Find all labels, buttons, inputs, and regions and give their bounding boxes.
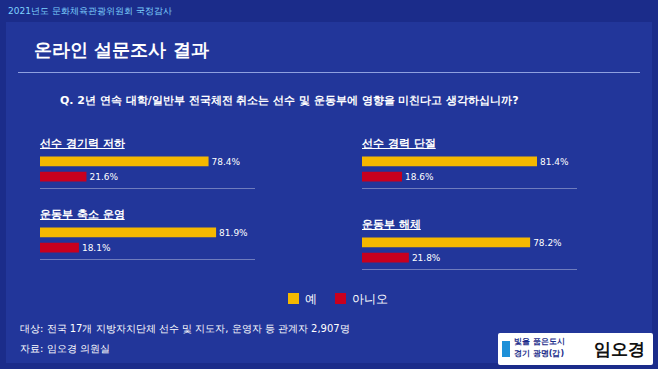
svg-text:18.6%: 18.6% bbox=[405, 172, 434, 182]
svg-text:81.4%: 81.4% bbox=[540, 157, 569, 167]
html-text:선수 경력 단절: 선수 경력 단절 bbox=[362, 137, 436, 150]
html-text:선수 경기력 저하: 선수 경기력 저하 bbox=[40, 137, 125, 150]
svg-text:21.6%: 21.6% bbox=[89, 172, 118, 182]
html-text:운동부 축소 운영: 운동부 축소 운영 bbox=[40, 208, 125, 221]
html-text:Q. 2년 연속 대학/일반부 전국체전 취소는 선수 및: Q. 2년 연속 대학/일반부 전국체전 취소는 선수 및 운동부에 영향을 미… bbox=[60, 94, 519, 107]
svg-text:78.2%: 78.2% bbox=[533, 238, 562, 248]
svg-text:78.4%: 78.4% bbox=[212, 157, 241, 167]
html-text:아니오: 아니오 bbox=[352, 292, 388, 306]
html-text:운동부 해체: 운동부 해체 bbox=[362, 218, 421, 231]
html-text:대상: 전국 17개 지방자치단체 선수 및 지도자, 운영: 대상: 전국 17개 지방자치단체 선수 및 지도자, 운영자 등 관계자 2,… bbox=[20, 323, 350, 334]
svg-text:81.9%: 81.9% bbox=[219, 228, 248, 238]
html-text:예: 예 bbox=[305, 292, 317, 306]
html-text:경기 광명(갑): 경기 광명(갑) bbox=[514, 349, 565, 358]
html-text:빛을 품은도시: 빛을 품은도시 bbox=[514, 337, 565, 346]
html-text:자료: 임오경 의원실: 자료: 임오경 의원실 bbox=[20, 343, 110, 354]
html-text:온라인 설문조사 결과: 온라인 설문조사 결과 bbox=[34, 39, 209, 60]
html-text:임오경: 임오경 bbox=[594, 339, 645, 359]
html-text:2021년도 문화체육관광위원회 국정감사: 2021년도 문화체육관광위원회 국정감사 bbox=[8, 6, 172, 16]
svg-text:18.1%: 18.1% bbox=[82, 243, 111, 253]
svg-text:21.8%: 21.8% bbox=[412, 253, 441, 263]
